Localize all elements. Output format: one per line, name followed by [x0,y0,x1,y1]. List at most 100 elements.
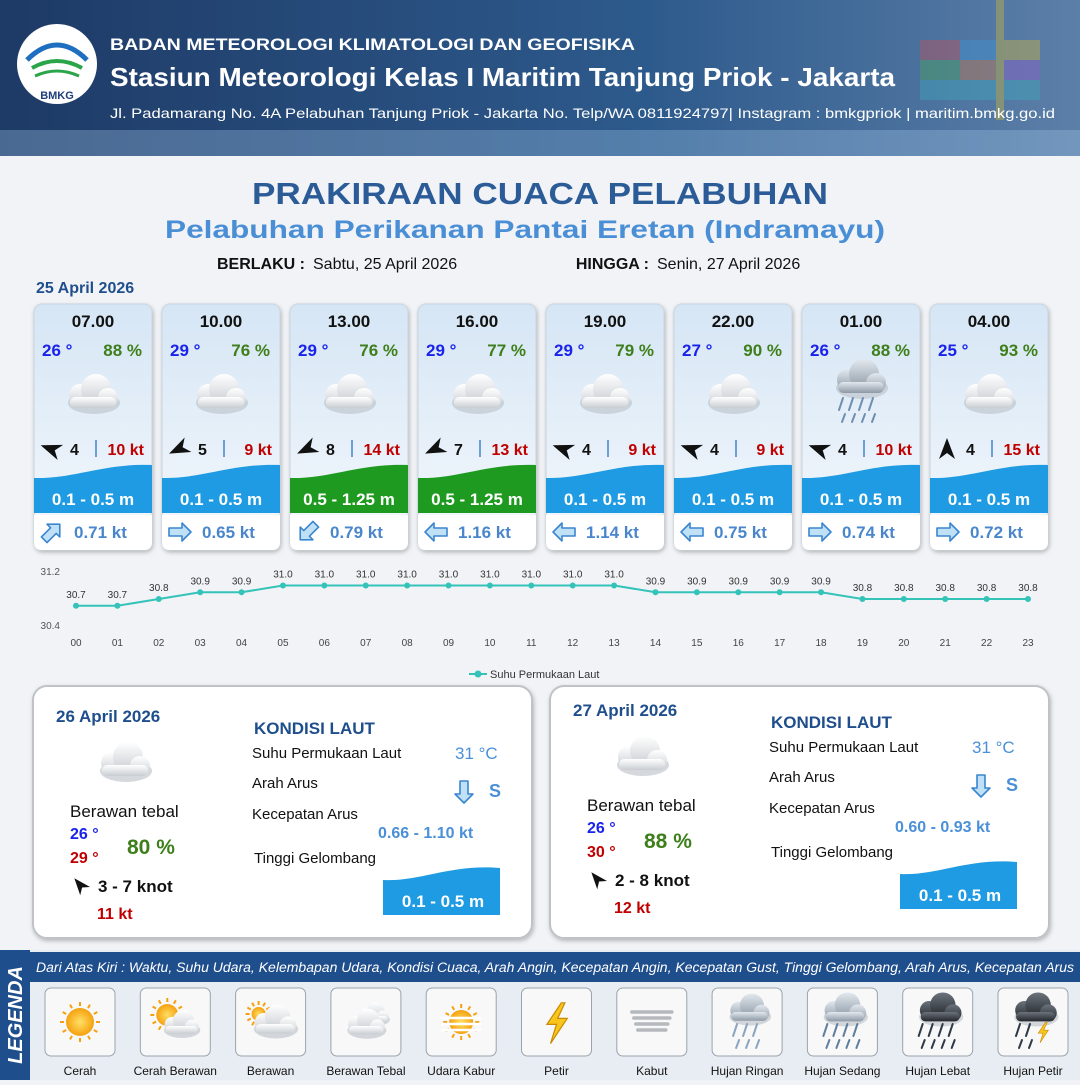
day-panel: 27 April 2026 Berawan tebal 26 ° 30 ° 88 % 2 … [549,685,1050,939]
x-tick-label: 21 [940,638,952,649]
legend-item-label: Udara Kabur [427,1064,495,1078]
sea-title: KONDISI LAUT [254,719,376,738]
wave-area [418,464,536,513]
x-tick-label: 15 [691,638,703,649]
sun-ray [172,999,177,1005]
current-speed: 0.75 kt [714,523,767,542]
rain-drop [871,413,876,423]
legend-item-label: Petir [544,1064,569,1078]
point [404,582,411,589]
sun-disc [449,1010,474,1034]
gust: 12 kt [614,900,651,917]
gust-speed: 13 kt [492,442,529,459]
wave-area [290,464,408,513]
page-subtitle: Pelabuhan Perikanan Pantai Eretan (Indra… [165,216,885,244]
address: Jl. Padamarang No. 4A Pelabuhan Tanjung … [110,105,1055,121]
current-speed: 0.72 kt [970,523,1023,542]
gust-speed: 9 kt [244,442,272,459]
sun-ray [69,1035,73,1040]
time: 22.00 [712,312,755,331]
sst: 31 °C [455,744,498,763]
value-label: 30.9 [770,576,790,587]
sun-ray [69,1004,73,1009]
x-tick-label: 01 [112,638,124,649]
current-speed: 1.14 kt [586,523,639,542]
sun-ray [152,1020,157,1025]
temp-min: 26 ° [587,820,616,837]
rain-drop [842,1023,849,1037]
page-title: PRAKIRAAN CUACA PELABUHAN [252,176,828,211]
cloud-base [582,397,628,408]
wave-area [162,464,280,513]
point [652,589,659,596]
sun-ray [157,999,162,1005]
validity-from-label: BERLAKU : [217,256,305,273]
point [983,596,990,602]
time: 01.00 [840,312,883,331]
current-dir-label: Arah Arus [769,769,835,786]
point [569,582,576,589]
current-speed: 0.66 - 1.10 kt [378,825,474,842]
gust-speed: 10 kt [108,442,145,459]
point [528,582,535,589]
wave-height: 0.1 - 0.5 m [820,490,902,509]
sun-ray [93,1029,98,1033]
value-label: 30.9 [687,576,707,587]
sst-chart: 30.4 31.2 00 01 02 03 04 05 06 07 08 09 10 11 12 13 14 15… [41,567,1039,681]
sun-ray [246,1006,252,1011]
value-label: 30.8 [1018,583,1038,594]
lightning [545,1002,569,1044]
rain-drop [1025,1023,1031,1037]
x-tick-label: 08 [402,638,414,649]
point [155,596,162,602]
wave-area [546,464,664,513]
air-temperature: 25 ° [938,341,969,360]
value-label: 31.0 [563,570,583,581]
forecast-card: 07.00 26 ° 88 % 4 10 kt 0.1 - 0.5 m 0.71 kt [33,303,153,551]
rain-drop [852,1023,859,1037]
rain-drop [845,1039,851,1049]
value-label: 30.9 [811,576,831,587]
legend-strip [0,950,30,1080]
rain-drop [838,397,844,411]
legend-item-label: Hujan Lebat [905,1064,970,1078]
x-tick-label: 11 [526,638,537,649]
legend-item: Kabut [616,987,688,1078]
sun-ray [262,1002,266,1007]
legend-item: Cerah [44,987,116,1078]
wind-speed: 5 [198,442,207,459]
cloud [324,374,376,414]
rain-drop [835,1039,841,1049]
wave-height: 0.1 - 0.5 m [52,490,134,509]
legend-item-label: Cerah Berawan [134,1064,217,1078]
value-label: 30.9 [646,576,666,587]
cloud [919,992,964,1027]
legend-swatch [474,670,482,678]
wave-height: 0.5 - 1.25 m [303,490,395,509]
sst-label: Suhu Permukaan Laut [252,745,402,762]
air-temperature: 29 ° [298,341,329,360]
legend-items: Cerah Cerah Berawan Berawan Berawan Tebal Ud… [44,987,1069,1078]
cloud [163,1009,201,1038]
time: 19.00 [584,312,627,331]
rain-drop [752,1023,759,1037]
direction-arrow [40,444,64,460]
humidity: 76 % [231,341,270,360]
rain-drop [861,413,866,423]
cloud-base [920,1012,960,1022]
value-label: 30.7 [66,590,86,601]
cloud-base [731,1012,768,1021]
direction-arrow [591,872,608,890]
rain-drop [940,1039,946,1049]
point [776,589,783,596]
rain-drop [851,413,856,423]
y-tick-label: 31.2 [41,567,61,578]
cloud [836,359,888,399]
point [900,596,907,602]
direction-arrow [552,444,576,460]
legend-item: Hujan Ringan [711,987,783,1078]
wave-height: 0.1 - 0.5 m [692,490,774,509]
x-tick-label: 10 [484,638,496,649]
rain-drop [832,1023,839,1037]
